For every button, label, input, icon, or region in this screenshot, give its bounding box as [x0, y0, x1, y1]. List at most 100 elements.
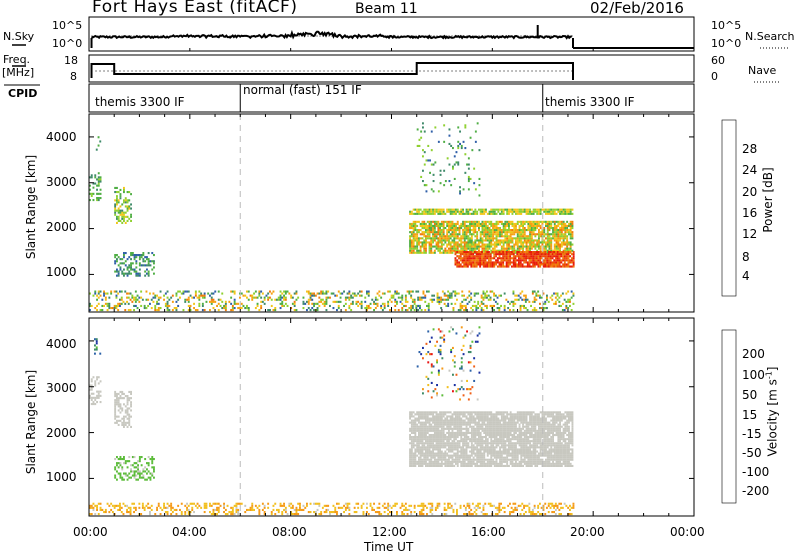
velocity-cell — [474, 454, 477, 457]
velocity-cell — [316, 502, 319, 505]
velocity-cell — [433, 458, 436, 461]
velocity-cell — [116, 419, 118, 422]
power-cell — [433, 245, 436, 248]
power-cell — [509, 233, 512, 236]
velocity-cell — [362, 511, 365, 514]
power-cell — [527, 224, 530, 227]
power-cell — [469, 247, 471, 250]
power-cell — [90, 192, 93, 195]
velocity-cell — [130, 464, 132, 467]
power-cell — [563, 251, 566, 254]
velocity-cell — [451, 415, 454, 418]
power-cell — [562, 249, 565, 252]
power-cell — [502, 253, 505, 256]
power-cell — [412, 245, 415, 248]
power-cell — [198, 302, 201, 305]
power-cell — [193, 296, 195, 299]
power-cell — [516, 247, 519, 250]
velocity-cell — [470, 421, 473, 424]
velocity-cell — [460, 446, 463, 449]
power-cell — [550, 220, 553, 223]
power-cell — [481, 239, 484, 242]
velocity-cell — [426, 452, 429, 455]
power-cell — [549, 257, 552, 260]
power-cell — [425, 210, 427, 213]
power-cell — [126, 207, 129, 210]
power-cell — [485, 233, 487, 236]
power-cell — [482, 259, 485, 262]
velocity-cell — [261, 502, 264, 505]
power-cell — [544, 300, 547, 303]
power-cell — [371, 298, 374, 301]
power-cell — [509, 208, 512, 211]
power-cell — [203, 292, 206, 295]
power-cell — [253, 292, 255, 295]
power-cell — [279, 298, 282, 301]
power-cell — [564, 235, 567, 238]
velocity-cell — [130, 392, 132, 395]
velocity-cell — [467, 436, 470, 439]
power-cell — [541, 222, 544, 225]
power-cell — [449, 247, 452, 250]
power-cell — [481, 253, 483, 256]
power-cell — [440, 245, 443, 248]
velocity-cell — [444, 438, 447, 441]
power-cell — [500, 233, 503, 236]
power-cell — [553, 261, 556, 264]
power-cell — [475, 307, 478, 310]
velocity-cell — [95, 338, 98, 341]
power-cell — [311, 298, 314, 301]
power-cell — [566, 249, 569, 252]
power-cell — [376, 302, 379, 305]
velocity-cell — [542, 504, 545, 507]
power-cell — [488, 235, 491, 238]
velocity-cell — [416, 411, 419, 414]
power-cell — [425, 227, 427, 230]
velocity-cell — [281, 513, 284, 516]
velocity-cell — [179, 508, 181, 511]
power-cell — [538, 231, 540, 234]
power-cell — [140, 264, 143, 267]
power-cell — [426, 224, 429, 227]
power-cell — [410, 233, 413, 236]
power-cell — [430, 227, 433, 230]
power-cell — [555, 227, 558, 230]
velocity-cell — [449, 462, 452, 465]
power-cell — [478, 241, 480, 244]
power-cell — [116, 209, 118, 212]
power-cell — [357, 304, 360, 307]
velocity-cell — [428, 446, 431, 449]
velocity-cell — [189, 502, 192, 505]
power-cell — [562, 210, 565, 213]
power-cell — [427, 290, 430, 293]
velocity-cell — [128, 476, 131, 479]
velocity-cell — [116, 395, 118, 398]
power-cell — [380, 307, 383, 310]
velocity-cell — [470, 425, 473, 428]
power-cell — [504, 241, 507, 244]
power-cell — [557, 245, 560, 248]
velocity-cell — [409, 442, 411, 445]
power-cell — [520, 210, 523, 213]
power-cell — [168, 298, 171, 301]
power-cell — [470, 261, 473, 264]
power-cell — [166, 290, 169, 293]
power-cell — [534, 208, 537, 211]
power-cell — [499, 233, 501, 236]
velocity-cell — [440, 421, 443, 424]
power-cell — [475, 255, 478, 258]
power-cell — [332, 300, 335, 303]
power-cell — [546, 263, 549, 266]
velocity-cell — [119, 502, 121, 505]
power-cell — [527, 239, 530, 242]
velocity-cell — [123, 397, 125, 400]
velocity-cell — [410, 411, 413, 414]
power-cell — [115, 296, 118, 299]
power-cell — [516, 220, 519, 223]
velocity-cell — [446, 460, 449, 463]
power-cell — [410, 210, 413, 213]
velocity-cell — [120, 506, 123, 509]
velocity-cell — [470, 427, 473, 430]
power-cell — [544, 259, 547, 262]
power-cell — [542, 253, 545, 256]
